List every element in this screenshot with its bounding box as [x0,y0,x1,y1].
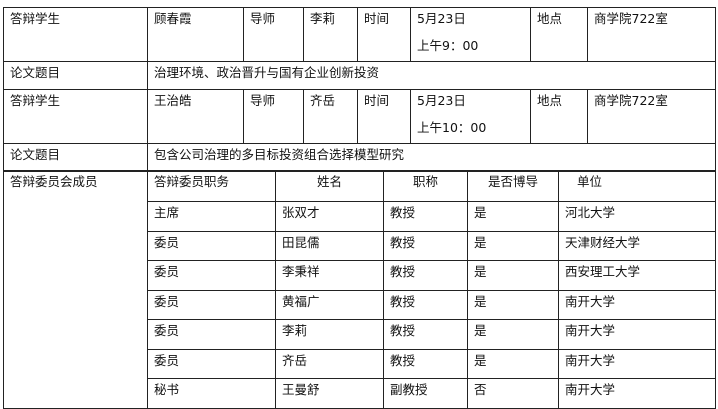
member-phd-supervisor: 是 [467,319,559,350]
student-name: 王治皓 [147,89,244,144]
committee-member-row: 委员 李秉祥 教授是西安理工大学 [4,260,716,291]
member-name: 李莉 [275,319,384,350]
member-rank: 副教授 [383,378,468,409]
committee-table: 答辩委员会成员 答辩委员职务 姓名 职称 是否博导 单位 主席 张双才 教授是河北大… [3,170,716,409]
student-label: 答辩学生 [3,7,148,62]
member-role: 委员 [147,348,276,379]
member-phd-supervisor: 是 [467,230,559,261]
member-rank: 教授 [383,201,468,232]
thesis-row: 论文题目 包含公司治理的多目标投资组合选择模型研究 [3,143,716,172]
date: 5月23日 [417,11,466,26]
place: 商学院722室 [587,7,716,62]
advisor-label: 导师 [243,7,304,62]
header-affiliation: 单位 [558,170,716,202]
student-name: 顾春霞 [147,7,244,62]
place-label: 地点 [530,89,588,144]
header-phd-supervisor: 是否博导 [467,170,559,202]
date: 5月23日 [417,93,466,108]
header-role: 答辩委员职务 [147,170,276,202]
advisor-name: 齐岳 [303,89,358,144]
member-rank: 教授 [383,260,468,291]
advisor-name: 李莉 [303,7,358,62]
session-row: 答辩学生 王治皓 导师 齐岳 时间 5月23日上午10：00 地点 商学院722… [3,89,716,144]
committee-member-row: 委员 黄福广 教授是南开大学 [4,289,716,320]
thesis-title: 包含公司治理的多目标投资组合选择模型研究 [147,143,716,172]
advisor-label: 导师 [243,89,304,144]
thesis-title-label: 论文题目 [3,143,148,172]
thesis-title: 治理环境、政治晋升与国有企业创新投资 [147,61,716,90]
place-label: 地点 [530,7,588,62]
committee-member-row: 主席 张双才 教授是河北大学 [4,201,716,232]
member-rank: 教授 [383,230,468,261]
thesis-title-label: 论文题目 [3,61,148,90]
member-role: 委员 [147,260,276,291]
member-role: 主席 [147,201,276,232]
member-affiliation: 西安理工大学 [558,260,716,291]
place: 商学院722室 [587,89,716,144]
member-phd-supervisor: 是 [467,348,559,379]
member-role: 委员 [147,230,276,261]
member-rank: 教授 [383,348,468,379]
member-name: 黄福广 [275,289,384,320]
member-affiliation: 南开大学 [558,378,716,409]
member-name: 李秉祥 [275,260,384,291]
time: 上午10：00 [417,120,487,135]
committee-member-row: 委员 李莉 教授是南开大学 [4,319,716,350]
member-name: 齐岳 [275,348,384,379]
committee-header-row: 答辩委员会成员 答辩委员职务 姓名 职称 是否博导 单位 [3,170,716,409]
time-cell: 5月23日上午10：00 [410,89,531,144]
time-label: 时间 [357,7,411,62]
member-name: 王曼舒 [275,378,384,409]
time-label: 时间 [357,89,411,144]
committee-label: 答辩委员会成员 [3,170,148,409]
member-phd-supervisor: 否 [467,378,559,409]
member-role: 委员 [147,319,276,350]
time-cell: 5月23日上午9：00 [410,7,531,62]
member-affiliation: 南开大学 [558,348,716,379]
defense-schedule-table: 答辩学生 顾春霞 导师 李莉 时间 5月23日 上午9：00 地点 商学院722室… [3,7,716,172]
member-affiliation: 天津财经大学 [558,230,716,261]
member-name: 张双才 [275,201,384,232]
member-affiliation: 河北大学 [558,201,716,232]
member-phd-supervisor: 是 [467,289,559,320]
member-affiliation: 南开大学 [558,319,716,350]
student-label: 答辩学生 [3,89,148,144]
committee-member-row: 委员 齐岳 教授是南开大学 [4,348,716,379]
member-phd-supervisor: 是 [467,201,559,232]
thesis-row: 论文题目 治理环境、政治晋升与国有企业创新投资 [3,61,716,90]
member-name: 田昆儒 [275,230,384,261]
header-name: 姓名 [275,170,384,202]
member-role: 秘书 [147,378,276,409]
member-rank: 教授 [383,319,468,350]
member-rank: 教授 [383,289,468,320]
member-phd-supervisor: 是 [467,260,559,291]
session-row: 答辩学生 顾春霞 导师 李莉 时间 5月23日上午9：00 地点 商学院722室 [3,7,716,62]
member-affiliation: 南开大学 [558,289,716,320]
time: 上午9：00 [417,38,479,53]
member-role: 委员 [147,289,276,320]
committee-member-row: 委员 田昆儒 教授是天津财经大学 [4,230,716,261]
header-rank: 职称 [383,170,468,202]
